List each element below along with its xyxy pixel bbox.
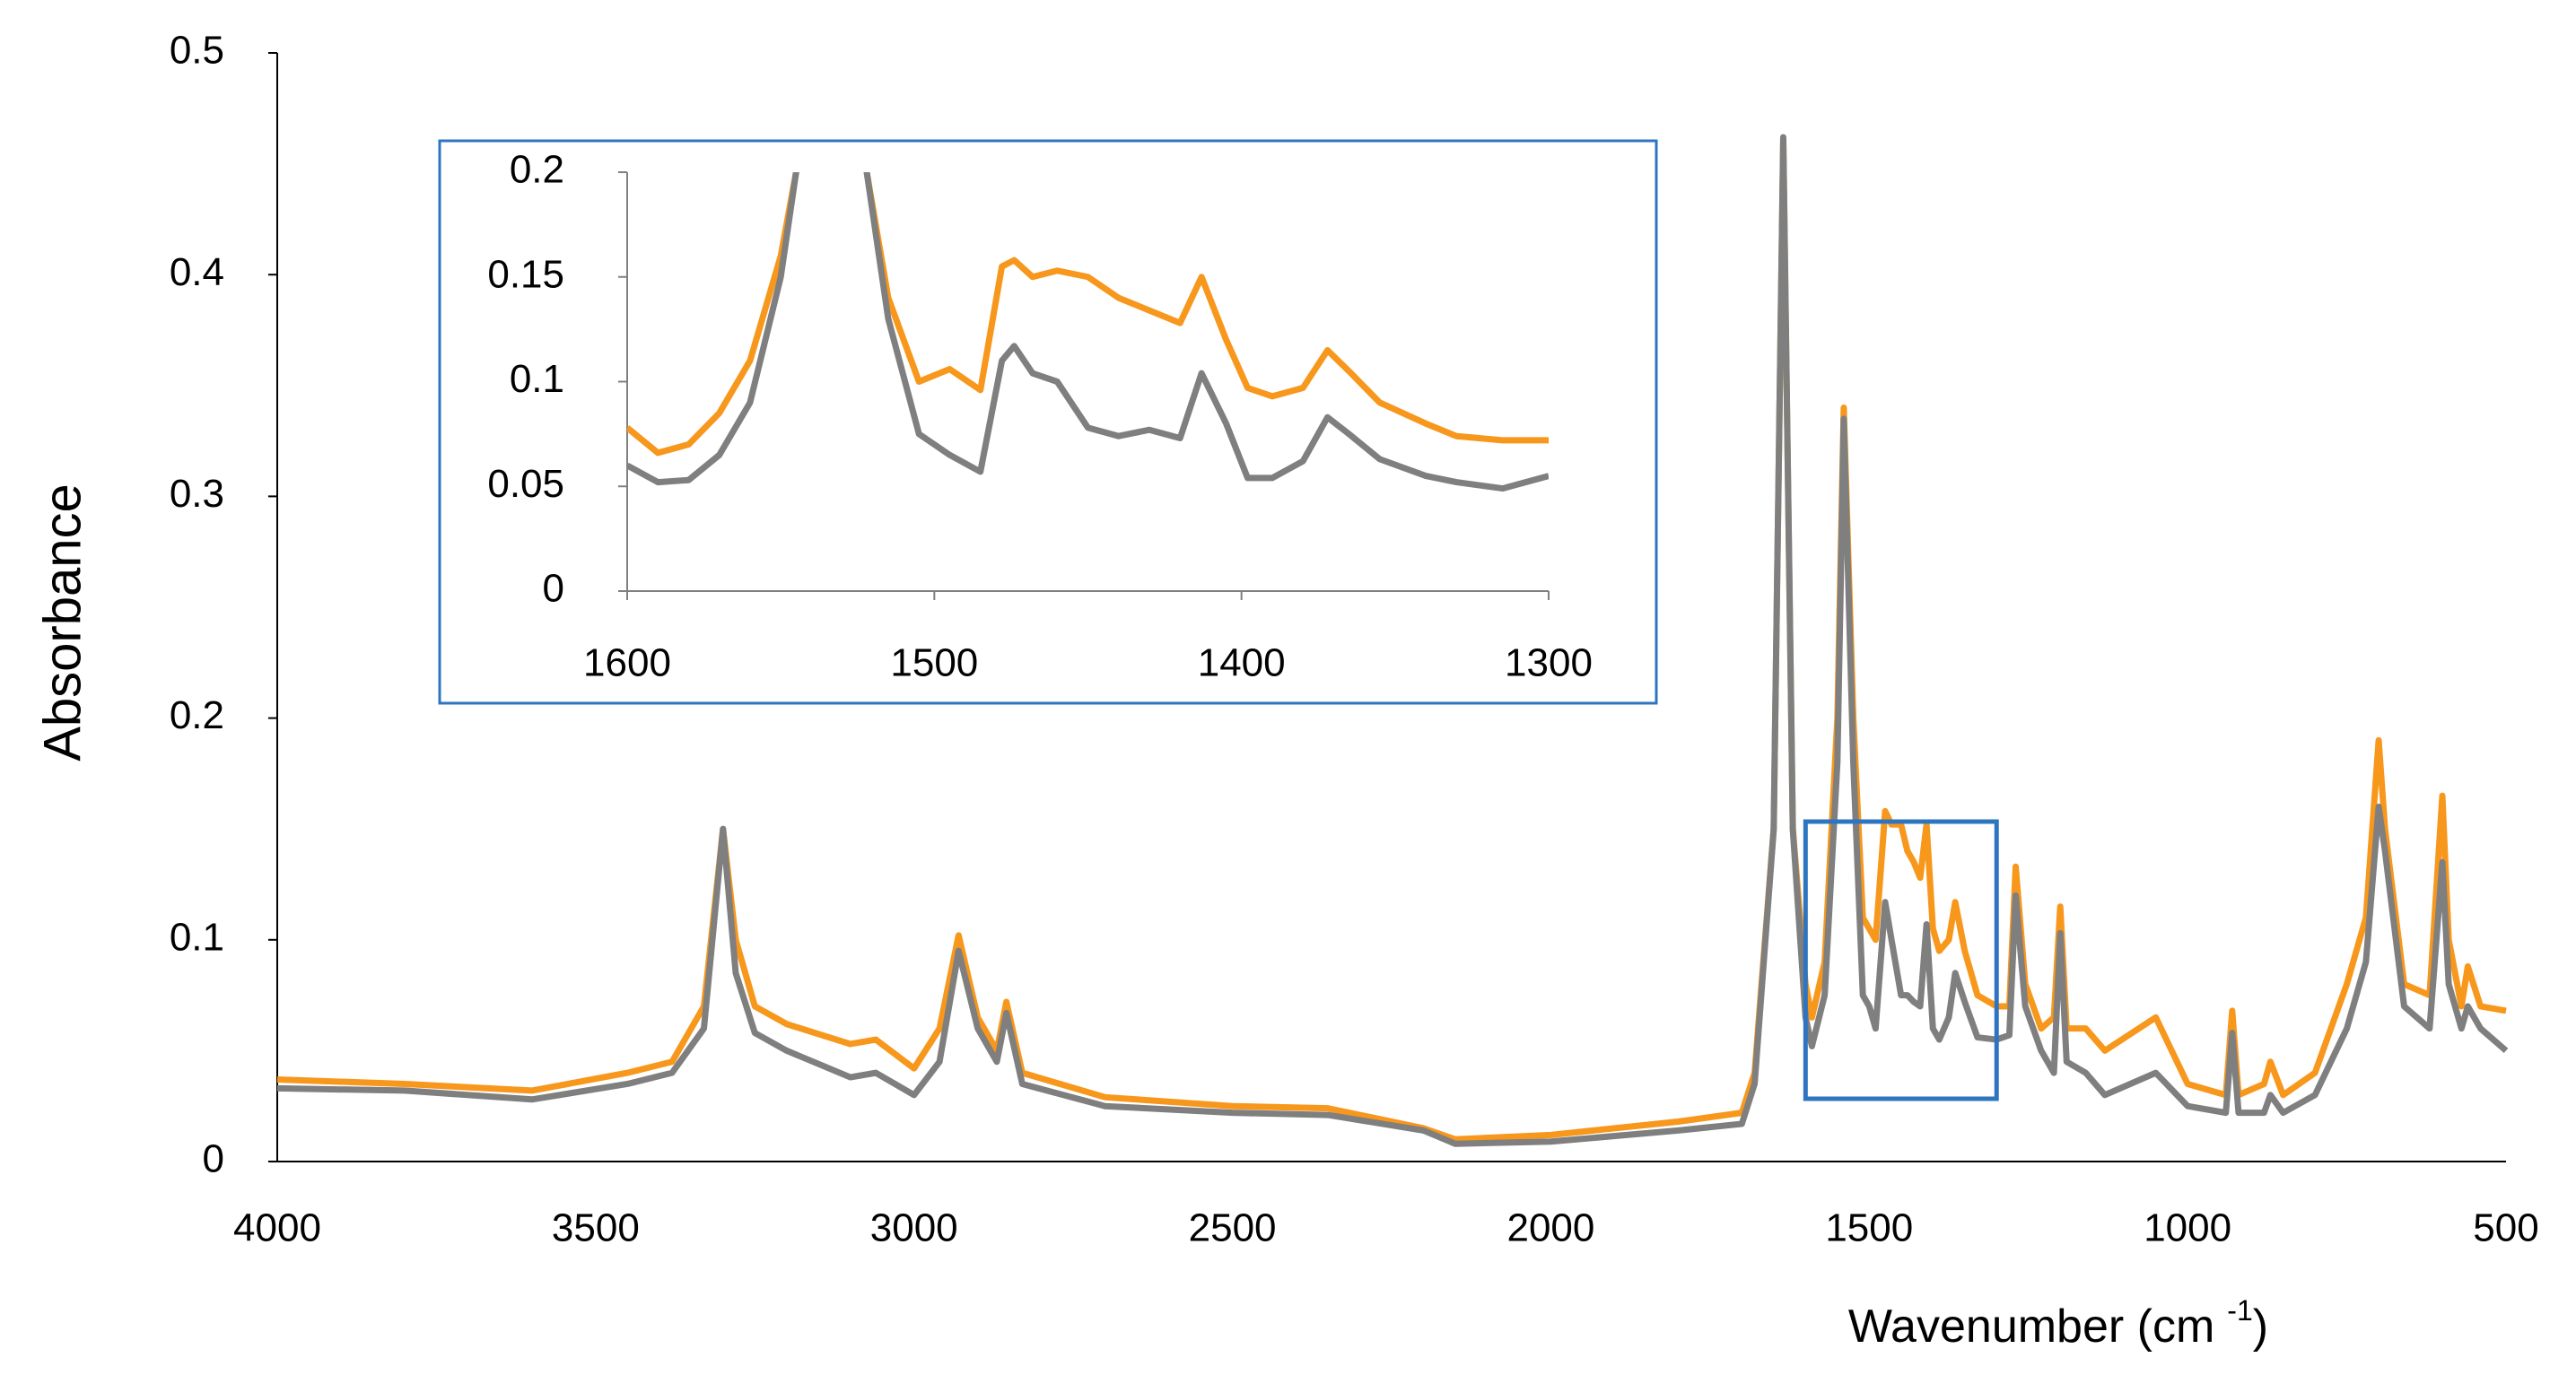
x-axis-title-text: Wavenumber (cm [1848,1301,2214,1353]
inset-plot: 0 0.05 0.1 0.15 0.2 1600 1500 1400 1300 [487,148,1593,685]
y-tick-label: 0.2 [170,693,224,737]
y-tick-label: 0.2 [510,148,564,192]
series-line [627,172,1549,492]
y-tick-label: 0.15 [487,252,564,296]
main-plot: 0 0.1 0.2 0.3 0.4 0.5 4000 3500 3000 2500 2000 1500… [170,29,2539,1250]
x-tick-label: 1300 [1505,641,1593,685]
series-group [627,172,1549,492]
y-tick-label: 0.1 [170,915,224,959]
inset-frame [438,139,1658,705]
y-tick-label: 0.05 [487,462,564,506]
series-group [276,134,2509,1147]
x-tick-label: 1400 [1198,641,1286,685]
y-tick-label: 0 [543,567,564,611]
x-axis-title: Wavenumber (cm -1) [1848,1294,2268,1352]
x-tick-label: 3000 [870,1206,958,1250]
y-tick-label: 0.5 [170,29,224,73]
y-axis-title: Absorbance [33,483,92,761]
x-tick-label: 1600 [583,641,671,685]
x-axis-title-superscript: -1 [2227,1294,2252,1327]
x-axis-title-suffix: ) [2253,1301,2268,1353]
x-tick-label: 1500 [890,641,978,685]
y-tick-label: 0.3 [170,472,224,516]
x-tick-label: 3500 [552,1206,640,1250]
y-tick-label: 0 [203,1137,224,1181]
series-line [276,134,2509,1147]
zoom-region [1803,819,1999,1101]
x-tick-label: 4000 [233,1206,321,1250]
x-tick-label: 500 [2473,1206,2538,1250]
x-tick-label: 1500 [1825,1206,1913,1250]
y-tick-label: 0.4 [170,250,224,294]
y-tick-label: 0.1 [510,357,564,401]
x-tick-label: 2000 [1506,1206,1594,1250]
x-tick-label: 1000 [2144,1206,2231,1250]
x-tick-label: 2500 [1189,1206,1277,1250]
